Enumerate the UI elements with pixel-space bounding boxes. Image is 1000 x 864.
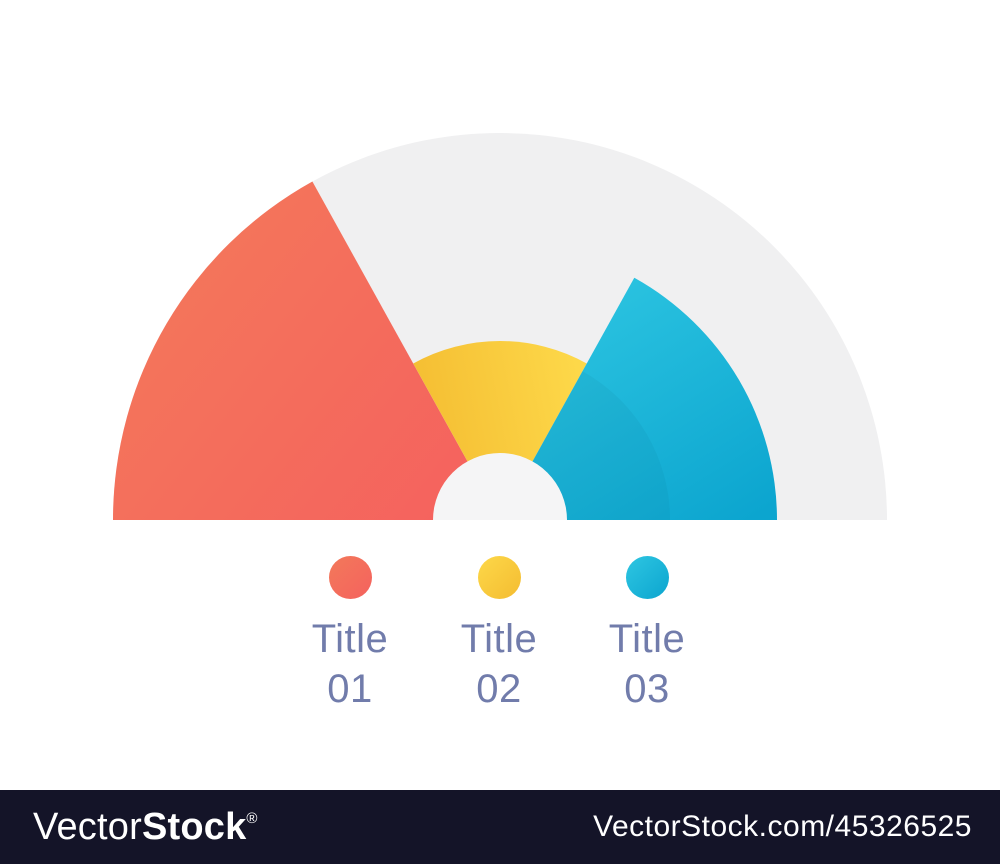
legend-label-2: Title 02 [439,614,559,714]
vectorstock-logo-bold: Stock [141,805,247,848]
center-hole [433,453,567,520]
legend-label-2-line2: 02 [476,667,522,711]
legend-label-3-line1: Title [608,617,686,661]
legend-label-1: Title 01 [290,614,410,714]
legend-dot-1 [328,556,372,599]
vectorstock-url: VectorStock.com/45326525 [593,810,972,843]
vectorstock-logo-light: Vector [33,805,142,848]
legend-label-3: Title 03 [587,614,707,714]
legend-item-1: Title 01 [290,556,410,714]
legend-item-3: Title 03 [587,556,707,714]
legend-dot-3 [625,556,669,599]
legend-label-3-line2: 03 [624,667,670,711]
legend-label-1-line1: Title [311,617,389,661]
legend-label-1-line2: 01 [327,667,373,711]
registered-mark-icon: ® [246,809,258,827]
segment-title-01 [113,181,500,520]
vectorstock-logo: VectorStock® [33,806,258,849]
legend-dot-2 [477,556,521,599]
legend-item-2: Title 02 [439,556,559,714]
watermark-bar: VectorStock® VectorStock.com/45326525 [0,790,1000,864]
segment-title-02 [413,340,587,520]
segment-title-03 [500,277,777,520]
legend-label-2-line1: Title [460,617,538,661]
